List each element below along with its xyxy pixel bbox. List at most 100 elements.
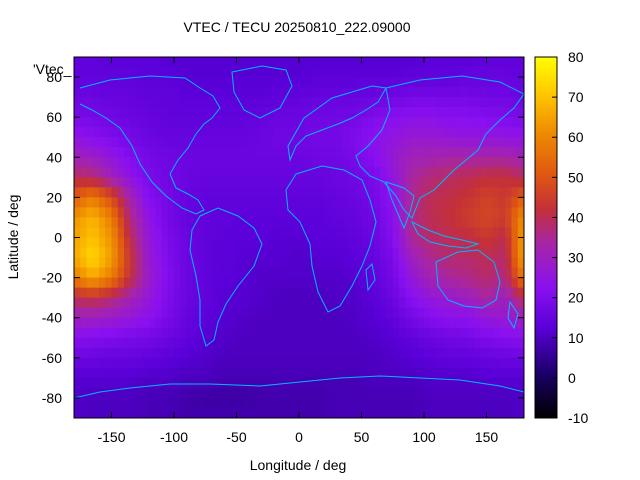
heatmap-cell (417, 207, 425, 219)
heatmap-cell (436, 67, 444, 78)
heatmap-cell (392, 367, 400, 379)
heatmap-cell (405, 277, 413, 289)
heatmap-cell (342, 167, 350, 178)
heatmap-cell (436, 387, 444, 399)
heatmap-cell (342, 207, 350, 219)
heatmap-cell (324, 247, 331, 259)
x-tick-label: 0 (295, 429, 303, 445)
heatmap-cell (186, 347, 194, 359)
heatmap-cell (492, 167, 500, 178)
heatmap-cell (99, 297, 106, 309)
heatmap-cell (311, 87, 319, 98)
heatmap-cell (217, 177, 225, 188)
heatmap-cell (392, 87, 400, 98)
heatmap-cell (130, 227, 138, 239)
heatmap-cell (505, 207, 513, 219)
heatmap-cell (386, 327, 394, 339)
heatmap-cell (330, 407, 338, 418)
heatmap-cell (517, 67, 524, 78)
heatmap-cell (80, 147, 88, 158)
heatmap-cell (180, 197, 188, 209)
heatmap-cell (417, 407, 425, 418)
heatmap-cell (392, 207, 400, 219)
heatmap-cell (324, 177, 331, 188)
heatmap-cell (461, 157, 469, 168)
heatmap-cell (242, 127, 250, 138)
heatmap-cell (230, 337, 238, 349)
heatmap-cell (449, 77, 456, 88)
heatmap-cell (161, 167, 169, 178)
heatmap-cell (205, 267, 213, 279)
heatmap-cell (442, 387, 450, 399)
heatmap-cell (486, 227, 494, 239)
heatmap-cell (217, 387, 225, 399)
heatmap-cell (349, 237, 356, 249)
heatmap-cell (361, 77, 369, 88)
heatmap-cell (174, 377, 181, 389)
heatmap-cell (511, 407, 519, 418)
heatmap-cell (511, 227, 519, 239)
heatmap-cell (80, 177, 88, 188)
heatmap-cell (74, 67, 81, 78)
heatmap-cell (230, 407, 238, 418)
heatmap-cell (299, 287, 306, 299)
heatmap-cell (311, 327, 319, 339)
heatmap-cell (386, 137, 394, 148)
heatmap-cell (305, 177, 313, 188)
heatmap-cell (317, 397, 325, 409)
heatmap-cell (399, 307, 406, 319)
heatmap-cell (436, 377, 444, 389)
heatmap-cell (92, 347, 100, 359)
heatmap-cell (336, 347, 344, 359)
heatmap-cell (517, 147, 524, 158)
heatmap-cell (236, 87, 244, 98)
heatmap-cell (274, 107, 281, 118)
heatmap-cell (255, 177, 263, 188)
heatmap-cell (324, 337, 331, 349)
heatmap-cell (92, 137, 100, 148)
heatmap-cell (386, 407, 394, 418)
heatmap-cell (274, 297, 281, 309)
heatmap-cell (486, 87, 494, 98)
heatmap-cell (492, 267, 500, 279)
heatmap-cell (436, 247, 444, 259)
heatmap-cell (199, 97, 206, 108)
heatmap-cell (486, 387, 494, 399)
heatmap-cell (455, 67, 463, 78)
heatmap-cell (380, 377, 388, 389)
heatmap-cell (280, 307, 288, 319)
heatmap-cell (355, 307, 363, 319)
heatmap-cell (186, 317, 194, 329)
heatmap-cell (455, 217, 463, 229)
heatmap-cell (442, 397, 450, 409)
heatmap-cell (124, 157, 131, 168)
heatmap-cell (355, 137, 363, 148)
heatmap-cell (380, 177, 388, 188)
heatmap-cell (449, 177, 456, 188)
heatmap-cell (342, 307, 350, 319)
heatmap-cell (149, 357, 156, 369)
heatmap-cell (117, 67, 125, 78)
heatmap-cell (324, 367, 331, 379)
heatmap-cell (461, 97, 469, 108)
heatmap-cell (230, 317, 238, 329)
heatmap-cell (286, 67, 294, 78)
heatmap-cell (155, 207, 163, 219)
heatmap-cell (136, 227, 144, 239)
heatmap-cell (311, 177, 319, 188)
heatmap-cell (111, 157, 119, 168)
heatmap-cell (149, 147, 156, 158)
heatmap-cell (374, 87, 381, 98)
heatmap-cell (86, 227, 94, 239)
heatmap-cell (280, 157, 288, 168)
heatmap-cell (430, 67, 438, 78)
heatmap-cell (486, 367, 494, 379)
heatmap-cell (299, 367, 306, 379)
heatmap-cell (155, 197, 163, 209)
heatmap-cell (86, 177, 94, 188)
heatmap-cell (361, 247, 369, 259)
heatmap-cell (167, 327, 175, 339)
heatmap-cell (399, 347, 406, 359)
heatmap-cell (399, 297, 406, 309)
heatmap-cell (274, 77, 281, 88)
